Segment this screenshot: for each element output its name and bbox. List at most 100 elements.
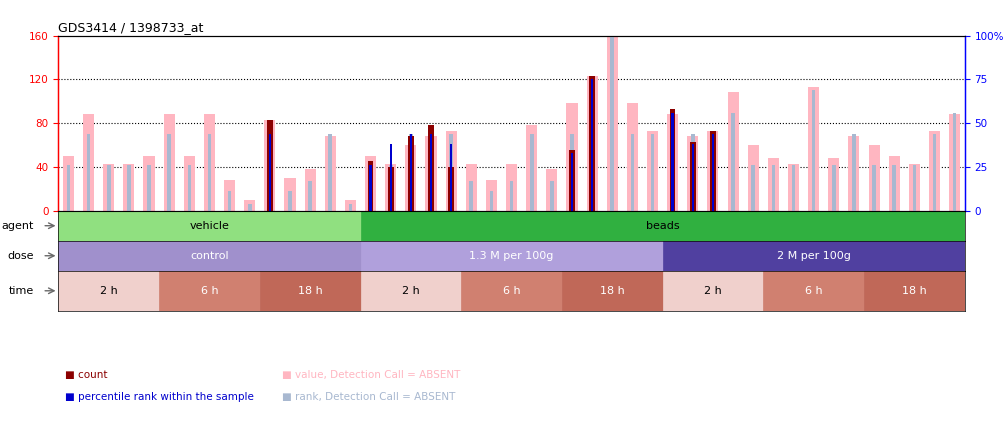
Text: time: time	[9, 286, 34, 296]
Bar	[606, 36, 618, 211]
Bar	[510, 181, 514, 211]
Text: GDS3414 / 1398733_at: GDS3414 / 1398733_at	[58, 21, 203, 34]
Bar	[260, 271, 361, 311]
Bar	[768, 158, 779, 211]
Text: 1.3 M per 100g: 1.3 M per 100g	[469, 251, 554, 261]
Bar	[368, 162, 374, 211]
Bar	[486, 180, 497, 211]
Bar	[62, 156, 75, 211]
Bar	[712, 134, 714, 211]
Text: beads: beads	[645, 221, 680, 231]
Bar	[888, 156, 900, 211]
Bar	[408, 136, 414, 211]
Bar	[385, 164, 397, 211]
Bar	[127, 165, 131, 211]
Bar	[267, 120, 273, 211]
Bar	[892, 165, 896, 211]
Bar	[808, 87, 820, 211]
Bar	[369, 165, 373, 211]
Text: agent: agent	[2, 221, 34, 231]
Text: control: control	[190, 251, 229, 261]
Bar	[507, 164, 518, 211]
Text: 18 h: 18 h	[600, 286, 624, 296]
Bar	[324, 136, 335, 211]
Bar	[244, 200, 256, 211]
Bar	[361, 241, 663, 271]
Text: 2 h: 2 h	[704, 286, 722, 296]
Text: 6 h: 6 h	[502, 286, 521, 296]
Bar	[710, 131, 716, 211]
Bar	[405, 145, 417, 211]
Bar	[410, 134, 412, 211]
Bar	[448, 167, 454, 211]
Bar	[546, 169, 558, 211]
Bar	[671, 113, 675, 211]
Bar	[207, 134, 211, 211]
Bar	[58, 211, 361, 241]
Bar	[711, 134, 715, 211]
Bar	[571, 153, 573, 211]
Bar	[651, 134, 655, 211]
Bar	[663, 271, 763, 311]
Bar	[248, 204, 252, 211]
Bar	[348, 204, 352, 211]
Bar	[949, 115, 961, 211]
Bar	[953, 113, 957, 211]
Bar	[449, 134, 453, 211]
Bar	[147, 165, 151, 211]
Text: 18 h: 18 h	[298, 286, 322, 296]
Bar	[852, 134, 856, 211]
Bar	[526, 125, 538, 211]
Bar	[751, 165, 755, 211]
Bar	[461, 271, 562, 311]
Bar	[747, 145, 759, 211]
Bar	[828, 158, 840, 211]
Bar	[727, 92, 738, 211]
Bar	[167, 134, 171, 211]
Bar	[361, 271, 461, 311]
Bar	[445, 131, 457, 211]
Bar	[183, 156, 194, 211]
Bar	[586, 76, 597, 211]
Bar	[589, 76, 595, 211]
Bar	[328, 134, 332, 211]
Bar	[58, 271, 159, 311]
Text: 6 h: 6 h	[200, 286, 219, 296]
Bar	[430, 134, 432, 211]
Bar	[66, 165, 70, 211]
Bar	[123, 164, 135, 211]
Bar	[469, 181, 473, 211]
Bar	[550, 181, 554, 211]
Bar	[864, 271, 965, 311]
Bar	[388, 167, 394, 211]
Bar	[812, 90, 816, 211]
Bar	[591, 79, 593, 211]
Bar	[288, 191, 292, 211]
Bar	[570, 134, 574, 211]
Bar	[763, 271, 864, 311]
Bar	[707, 131, 719, 211]
Bar	[143, 156, 155, 211]
Bar	[692, 144, 694, 211]
Bar	[269, 134, 271, 211]
Bar	[626, 103, 638, 211]
Bar	[667, 115, 679, 211]
Text: ■ value, Detection Call = ABSENT: ■ value, Detection Call = ABSENT	[282, 370, 460, 380]
Bar	[284, 178, 295, 211]
Bar	[361, 211, 965, 241]
Bar	[426, 136, 437, 211]
Bar	[848, 136, 860, 211]
Text: 18 h: 18 h	[902, 286, 926, 296]
Text: ■ count: ■ count	[65, 370, 108, 380]
Bar	[672, 113, 674, 211]
Text: ■ percentile rank within the sample: ■ percentile rank within the sample	[65, 392, 255, 402]
Bar	[648, 131, 659, 211]
Bar	[912, 165, 916, 211]
Bar	[370, 165, 372, 211]
Bar	[304, 169, 316, 211]
Bar	[308, 181, 312, 211]
Text: ■ rank, Detection Call = ABSENT: ■ rank, Detection Call = ABSENT	[282, 392, 455, 402]
Bar	[365, 156, 377, 211]
Bar	[203, 115, 215, 211]
Bar	[690, 142, 696, 211]
